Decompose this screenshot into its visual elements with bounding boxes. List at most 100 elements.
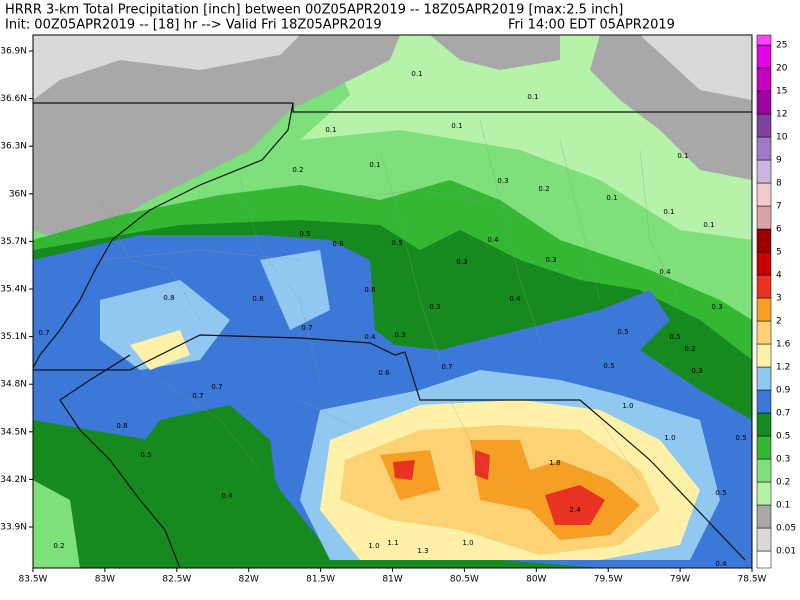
point-value: 0.1 <box>411 70 422 78</box>
point-value: 0.3 <box>691 367 702 375</box>
lat-label: 36N <box>9 189 27 199</box>
point-value: 1.8 <box>549 459 560 467</box>
init-line: Init: 00Z05APR2019 -- [18] hr --> Valid … <box>5 18 382 33</box>
field-05b <box>33 405 280 568</box>
legend-cell <box>756 343 772 368</box>
lat-label: 34.8N <box>0 380 27 390</box>
legend-label: 0.7 <box>776 409 790 419</box>
legend-cell <box>756 389 772 414</box>
legend-cell <box>756 251 772 276</box>
legend-cell <box>756 366 772 391</box>
point-value: 0.2 <box>292 166 303 174</box>
point-value: 0.5 <box>735 434 746 442</box>
point-value: 0.4 <box>509 295 521 303</box>
lon-label: 83W <box>95 575 115 585</box>
point-value: 1.3 <box>417 547 428 555</box>
legend-label: 0.3 <box>776 455 790 465</box>
lon-label: 79W <box>670 575 690 585</box>
legend-cell <box>756 320 772 345</box>
lat-label: 36.3N <box>0 142 27 152</box>
point-value: 0.2 <box>684 345 695 353</box>
legend-cell <box>756 159 772 184</box>
lat-label: 34.2N <box>0 475 27 485</box>
legend-label: 0.5 <box>776 432 790 442</box>
legend-label: 5 <box>776 248 782 258</box>
lon-label: 81.5W <box>306 575 335 585</box>
point-value: 0.3 <box>456 258 467 266</box>
point-value: 0.1 <box>703 221 714 229</box>
point-value: 0.5 <box>391 239 402 247</box>
nc-south-border <box>33 334 746 561</box>
point-value: 0.5 <box>669 333 680 341</box>
legend-label: 2 <box>776 317 782 327</box>
lat-label: 35.4N <box>0 285 27 295</box>
lon-label: 80.5W <box>450 575 479 585</box>
point-value: 0.1 <box>451 122 462 130</box>
legend-cell <box>756 182 772 207</box>
legend-label: 0.1 <box>776 501 790 511</box>
legend-label: 0.05 <box>776 524 796 534</box>
legend-cell <box>756 44 772 69</box>
legend-bottom-cell <box>756 550 772 569</box>
field-gray <box>33 35 752 240</box>
point-value: 0.1 <box>663 208 674 216</box>
ga-sc-border <box>59 354 181 568</box>
point-value: 0.1 <box>527 93 538 101</box>
point-value: 0.1 <box>677 152 688 160</box>
legend-cell <box>756 458 772 483</box>
point-value: 0.4 <box>221 492 233 500</box>
point-value: 1.0 <box>622 402 633 410</box>
lat-label: 36.6N <box>0 94 27 104</box>
point-value: 0.6 <box>378 369 390 377</box>
legend-label: 3 <box>776 294 782 304</box>
point-value: 1.1 <box>387 539 398 547</box>
point-value: 0.8 <box>116 422 127 430</box>
legend-label: 1.6 <box>776 340 791 350</box>
county-lines <box>99 119 681 501</box>
legend-cell <box>756 297 772 322</box>
legend-cell <box>756 504 772 529</box>
point-value: 2.4 <box>569 506 581 514</box>
legend-label: 4 <box>776 271 782 281</box>
legend-cell <box>756 90 772 115</box>
lat-label: 35.1N <box>0 332 27 342</box>
title: HRRR 3-km Total Precipitation [inch] bet… <box>5 3 623 18</box>
point-value: 0.4 <box>364 333 376 341</box>
point-value: 0.8 <box>252 295 263 303</box>
field-02b <box>33 480 80 568</box>
legend-label: 9 <box>776 156 782 166</box>
lon-label: 79.5W <box>594 575 623 585</box>
point-value: 0.4 <box>659 268 671 276</box>
legend-label: 0.2 <box>776 478 790 488</box>
point-value: 0.1 <box>325 126 336 134</box>
legend-label: 10 <box>776 133 788 143</box>
point-value: 0.7 <box>301 324 312 332</box>
point-value: 0.8 <box>364 286 375 294</box>
legend-cell <box>756 527 772 552</box>
point-value: 0.7 <box>441 363 452 371</box>
point-value: 1.0 <box>664 434 675 442</box>
legend-cell <box>756 67 772 92</box>
lat-label: 34.5N <box>0 427 27 437</box>
legend-label: 7 <box>776 202 782 212</box>
point-value: 0.5 <box>715 489 726 497</box>
lat-label: 33.9N <box>0 523 27 533</box>
point-value: 0.7 <box>211 383 222 391</box>
legend-cell <box>756 113 772 138</box>
legend-label: 12 <box>776 110 787 120</box>
point-value: 0.6 <box>332 240 344 248</box>
legend-label: 20 <box>776 64 788 74</box>
lon-label: 82W <box>239 575 259 585</box>
point-value: 0.5 <box>140 451 151 459</box>
field-lightgray <box>33 35 752 100</box>
point-value: 1.0 <box>462 539 473 547</box>
point-value: 0.8 <box>163 294 174 302</box>
point-value: 0.3 <box>545 256 556 264</box>
field-3 <box>393 450 605 525</box>
lon-label: 78.5W <box>738 575 767 585</box>
point-value: 0.7 <box>38 329 49 337</box>
va-border <box>33 102 752 113</box>
legend-label: 6 <box>776 225 782 235</box>
